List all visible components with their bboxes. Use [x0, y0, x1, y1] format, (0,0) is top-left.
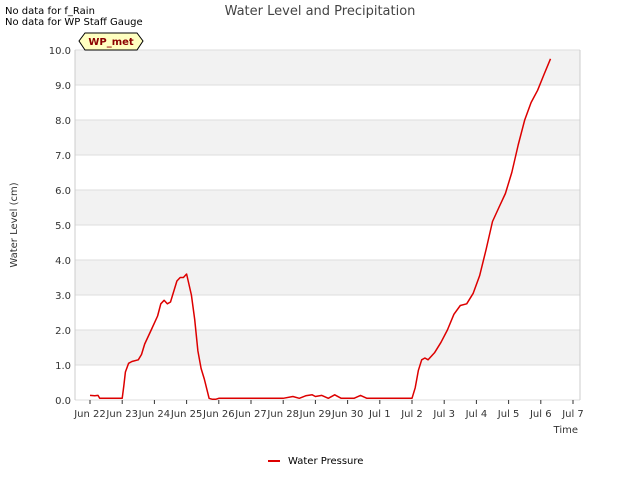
x-tick-label: Jul 1: [368, 409, 391, 420]
plot-band: [75, 225, 580, 260]
y-axis-ticks: 0.0 1.0 2.0 3.0 4.0 5.0 6.0 7.0 8.0 9.0 10.0: [49, 46, 71, 407]
plot-band: [75, 155, 580, 190]
x-tick-label: Jun 26: [202, 409, 235, 420]
y-tick-label: 8.0: [55, 116, 71, 127]
station-badge: WP_met: [78, 32, 144, 51]
x-tick-label: Jul 3: [432, 409, 455, 420]
x-tick-label: Jun 27: [234, 409, 267, 420]
legend[interactable]: Water Pressure: [268, 456, 363, 467]
no-data-note-staff-gauge: No data for WP Staff Gauge: [5, 17, 143, 28]
plot-band: [75, 120, 580, 155]
plot-band: [75, 295, 580, 330]
plot-background-bands: [75, 50, 580, 400]
y-axis-title: Water Level (cm): [9, 182, 20, 267]
x-tick-label: Jul 6: [529, 409, 552, 420]
no-data-note-rain: No data for f_Rain: [5, 6, 95, 17]
y-tick-label: 2.0: [55, 326, 71, 337]
y-tick-label: 6.0: [55, 186, 71, 197]
y-tick-label: 3.0: [55, 291, 71, 302]
x-axis-ticks: Jun 22 Jun 23 Jun 24 Jun 25 Jun 26 Jun 27 Jun …: [73, 400, 584, 420]
legend-label-water-pressure: Water Pressure: [288, 456, 363, 467]
x-axis-title: Time: [553, 425, 578, 436]
x-tick-label: Jun 24: [138, 409, 171, 420]
y-tick-label: 5.0: [55, 221, 71, 232]
plot-band: [75, 260, 580, 295]
y-tick-label: 4.0: [55, 256, 71, 267]
x-tick-label: Jun 22: [73, 409, 106, 420]
x-tick-label: Jul 5: [497, 409, 520, 420]
y-tick-label: 7.0: [55, 151, 71, 162]
plot-band: [75, 85, 580, 120]
plot-band: [75, 330, 580, 365]
x-tick-label: Jun 25: [170, 409, 203, 420]
gridlines: [74, 49, 581, 401]
x-tick-label: Jul 4: [465, 409, 488, 420]
y-tick-label: 10.0: [49, 46, 71, 57]
x-tick-label: Jun 30: [331, 409, 364, 420]
plot-band: [75, 365, 580, 400]
badge-label: WP_met: [88, 37, 134, 48]
y-tick-label: 1.0: [55, 361, 71, 372]
plot-band: [75, 190, 580, 225]
x-tick-label: Jun 29: [299, 409, 332, 420]
y-tick-label: 0.0: [55, 396, 71, 407]
x-tick-label: Jul 2: [400, 409, 423, 420]
x-tick-label: Jul 7: [561, 409, 584, 420]
plot-band: [75, 50, 580, 85]
y-tick-label: 9.0: [55, 81, 71, 92]
x-tick-label: Jun 28: [266, 409, 299, 420]
chart-title: Water Level and Precipitation: [225, 4, 416, 19]
badge-shape: [78, 32, 144, 51]
x-tick-label: Jun 23: [105, 409, 138, 420]
series-layer: [89, 58, 552, 401]
series-line-water-pressure: [89, 58, 552, 401]
